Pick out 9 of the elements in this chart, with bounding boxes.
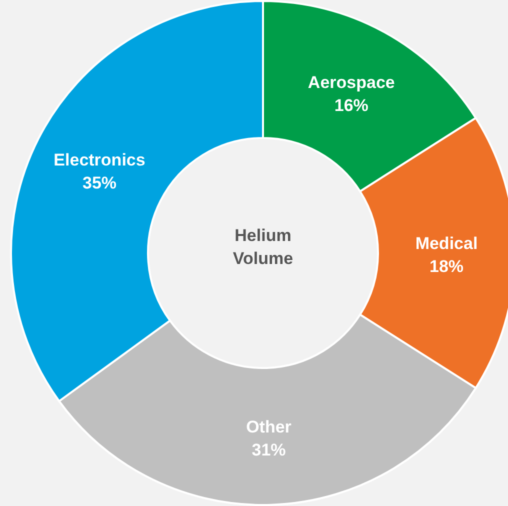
data-label: 16% bbox=[334, 96, 368, 116]
slice-label: Medical bbox=[415, 234, 478, 253]
slice-label: Aerospace bbox=[308, 73, 395, 92]
data-label: 31% bbox=[252, 440, 286, 460]
data-label: 35% bbox=[82, 174, 117, 193]
slice-label: Other bbox=[246, 417, 292, 436]
slice-label: Electronics bbox=[54, 150, 146, 170]
text: Helium Volume bbox=[232, 226, 294, 268]
data-label: 18% bbox=[429, 257, 464, 276]
